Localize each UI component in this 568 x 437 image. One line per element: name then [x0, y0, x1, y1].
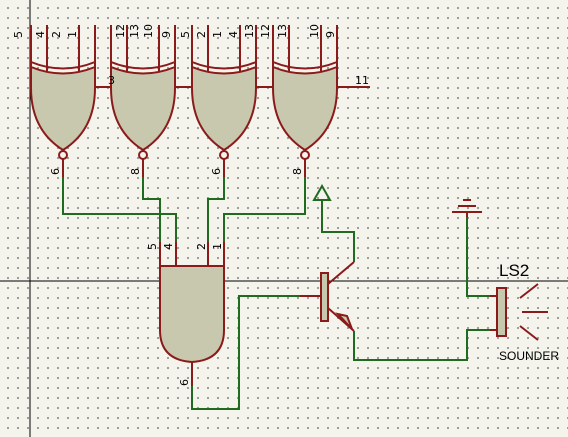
- wire-supply-to-collector[interactable]: [321, 200, 355, 262]
- top-pin-label: 5: [179, 31, 192, 38]
- wire-gate1-to-and[interactable]: [62, 177, 177, 242]
- top-pin-label: 13: [243, 24, 256, 38]
- wire-and-to-transistor[interactable]: [191, 295, 300, 410]
- top-pin-label: 2: [50, 31, 63, 38]
- gate3-pin-b: 1: [211, 31, 224, 38]
- sounder-value: SOUNDER: [499, 349, 559, 363]
- gate4-output-pin: 8: [291, 168, 304, 175]
- and-pin-d: 1: [211, 243, 224, 250]
- gate1-pin-b: 4: [34, 31, 47, 38]
- top-pin-label: 1: [66, 31, 79, 38]
- gate1-output-pin: 6: [49, 168, 62, 175]
- sound-wave-icon: [519, 283, 539, 299]
- gate4-pin-b: 9: [324, 31, 337, 38]
- sounder-reference: LS2: [499, 261, 529, 280]
- and-gate[interactable]: 5 4 2 1 6: [146, 242, 225, 386]
- gate3-pin-a: 2: [195, 31, 208, 38]
- gate2-pin-a: 12: [114, 24, 127, 38]
- top-pin-label: 10: [142, 24, 155, 38]
- top-pin-label: 12: [259, 24, 272, 38]
- xor-gate-2[interactable]: 12 13 8: [110, 24, 191, 177]
- power-terminal-icon[interactable]: [312, 183, 332, 201]
- sound-wave-icon: [519, 325, 539, 341]
- and-output-pin: 6: [178, 379, 191, 386]
- and-pin-b: 4: [162, 243, 175, 250]
- wires: [62, 177, 490, 410]
- and-pin-a: 5: [146, 243, 159, 250]
- and-pin-c: 2: [195, 243, 208, 250]
- npn-transistor-icon[interactable]: [300, 261, 355, 332]
- gate-output-number: 11: [355, 74, 369, 87]
- top-pin-label: 4: [227, 31, 240, 38]
- gate4-pin-a: 10: [308, 24, 321, 38]
- gate2-pin-b: 13: [128, 24, 141, 38]
- xor-gate-4[interactable]: 10 9 8: [272, 24, 370, 177]
- wire-gate3-to-and[interactable]: [207, 177, 225, 242]
- wire-ground-to-sounder[interactable]: [466, 217, 490, 297]
- ground-icon[interactable]: [452, 199, 482, 217]
- top-pin-label: 13: [276, 24, 289, 38]
- wire-gate4-to-and[interactable]: [223, 177, 306, 242]
- wire-gate2-to-and[interactable]: [142, 177, 161, 242]
- xor-gate-1[interactable]: 5 4 6: [12, 25, 128, 177]
- gate3-output-pin: 6: [210, 168, 223, 175]
- wire-emitter-to-sounder[interactable]: [353, 329, 490, 361]
- gate2-output-pin: 8: [129, 168, 142, 175]
- top-pin-label: 9: [160, 31, 173, 38]
- gate1-pin-a: 5: [12, 31, 25, 38]
- speaker-body: [496, 287, 507, 337]
- xor-gate-3[interactable]: 2 1 6: [191, 25, 272, 177]
- sounder-component[interactable]: LS2 SOUNDER: [490, 261, 559, 363]
- gate-output-number: 3: [108, 74, 115, 87]
